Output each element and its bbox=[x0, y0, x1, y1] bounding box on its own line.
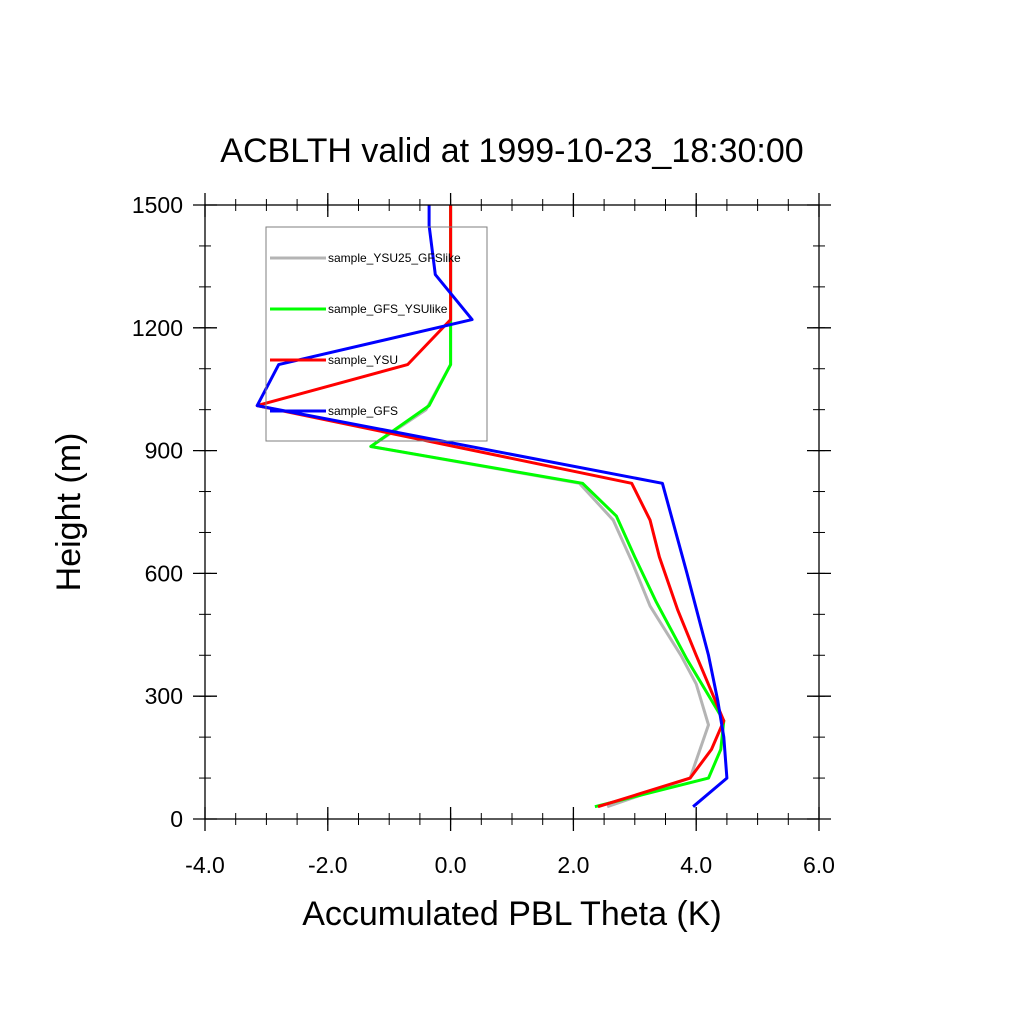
y-tick-label: 0 bbox=[170, 806, 183, 832]
y-tick-label: 900 bbox=[145, 438, 183, 464]
plot-frame bbox=[204, 204, 820, 820]
y-tick-label: 1500 bbox=[132, 192, 183, 218]
legend-label: sample_YSU bbox=[328, 353, 398, 367]
y-axis-label: Height (m) bbox=[50, 433, 88, 592]
series-line-sample-ysu bbox=[255, 205, 726, 809]
legend: sample_YSU25_GFSlike sample_GFS_YSUlikesa… bbox=[265, 226, 488, 442]
x-tick-label: 2.0 bbox=[557, 852, 589, 878]
legend-label: sample_GFS bbox=[328, 404, 398, 418]
series-line-sample-gfs bbox=[255, 205, 729, 808]
series-line-sample-gfs-ysulike bbox=[369, 205, 726, 809]
x-tick-label: 0.0 bbox=[435, 852, 467, 878]
legend-box bbox=[265, 226, 488, 442]
y-tick-label: 600 bbox=[145, 560, 183, 586]
y-tick-label: 1200 bbox=[132, 315, 183, 341]
x-tick-label: -4.0 bbox=[185, 852, 225, 878]
series-line-sample-ysu25-gfslike bbox=[369, 205, 710, 809]
y-tick-label: 300 bbox=[145, 683, 183, 709]
legend-label: sample_GFS_YSUlike bbox=[328, 302, 448, 316]
x-tick-label: 6.0 bbox=[803, 852, 835, 878]
x-tick-label: 4.0 bbox=[680, 852, 712, 878]
axis-ticks: -4.0 -2.0 0.0 2.0 4.0 6.0 0 300 600 900 1200 1500 bbox=[132, 192, 835, 878]
x-tick-label: -2.0 bbox=[308, 852, 348, 878]
chart-title: ACBLTH valid at 1999-10-23_18:30:00 bbox=[220, 132, 803, 170]
legend-label: sample_YSU25_GFSlike bbox=[328, 251, 461, 265]
x-axis-label: Accumulated PBL Theta (K) bbox=[302, 895, 722, 933]
series-lines bbox=[255, 205, 729, 809]
